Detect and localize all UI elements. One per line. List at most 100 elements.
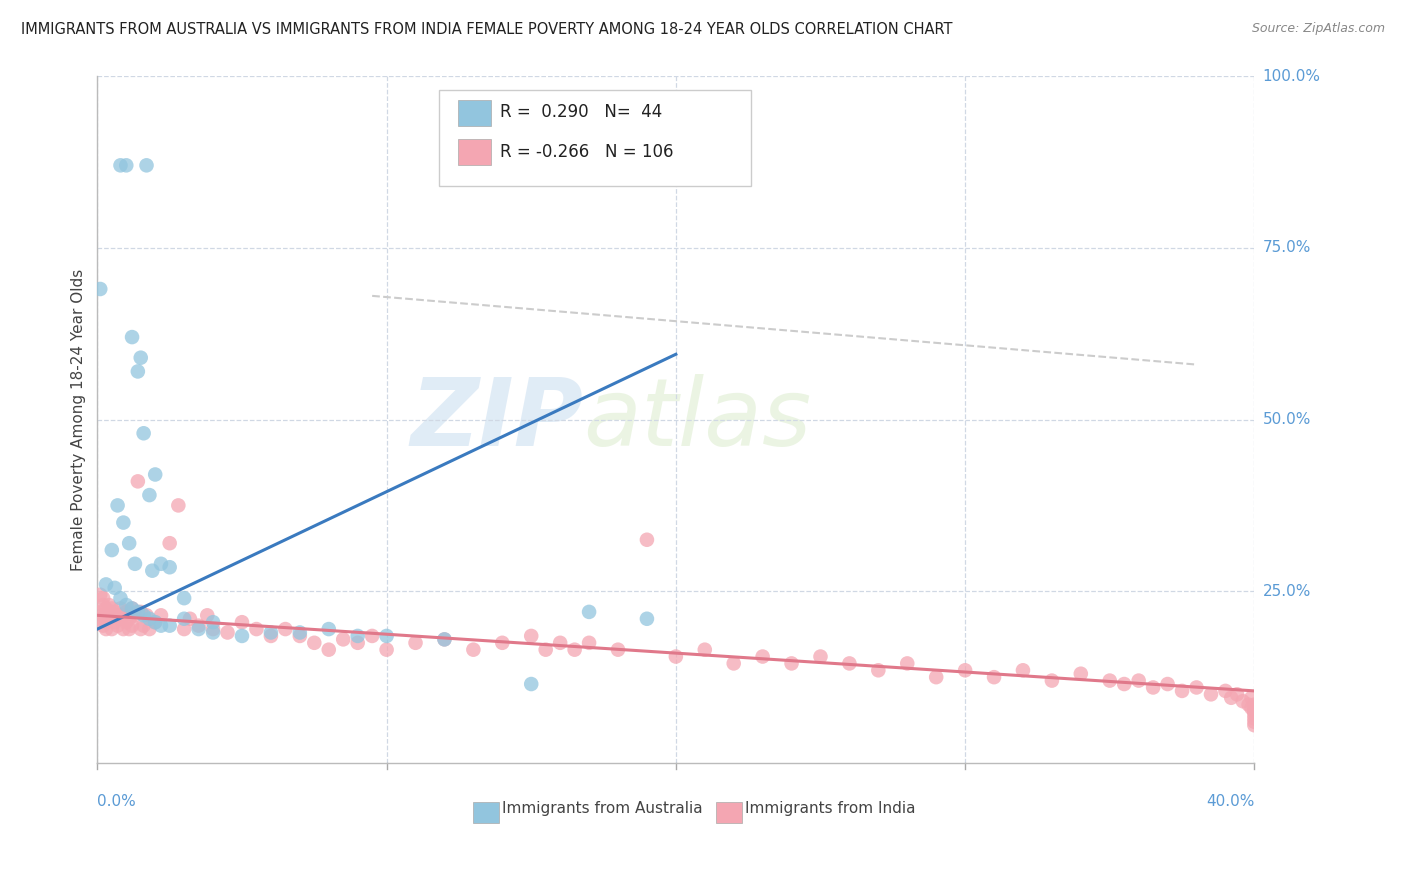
Text: 25.0%: 25.0%: [1263, 583, 1310, 599]
Point: [127, 605, 149, 619]
Point: [132, 608, 155, 623]
Point: [520, 629, 543, 643]
Text: Immigrants from India: Immigrants from India: [745, 801, 915, 816]
Point: [636, 612, 658, 626]
Point: [693, 642, 716, 657]
Point: [121, 330, 143, 344]
Text: IMMIGRANTS FROM AUSTRALIA VS IMMIGRANTS FROM INDIA FEMALE POVERTY AMONG 18-24 YE: IMMIGRANTS FROM AUSTRALIA VS IMMIGRANTS …: [21, 22, 953, 37]
FancyBboxPatch shape: [474, 802, 499, 823]
Point: [1098, 673, 1121, 688]
Point: [260, 629, 283, 643]
Point: [195, 608, 218, 623]
Point: [202, 622, 225, 636]
Point: [405, 636, 427, 650]
Point: [141, 564, 163, 578]
Point: [723, 657, 745, 671]
Point: [110, 612, 132, 626]
Point: [318, 642, 340, 657]
Point: [118, 536, 141, 550]
Point: [318, 622, 340, 636]
Point: [578, 636, 600, 650]
Point: [665, 649, 688, 664]
Point: [838, 657, 860, 671]
Point: [346, 636, 368, 650]
Point: [127, 364, 149, 378]
Point: [115, 598, 138, 612]
Point: [231, 629, 253, 643]
Point: [187, 622, 209, 636]
Point: [1226, 687, 1249, 701]
Point: [138, 622, 160, 636]
Point: [124, 608, 146, 623]
Point: [896, 657, 918, 671]
Point: [101, 608, 124, 623]
Point: [173, 622, 195, 636]
Point: [138, 612, 160, 626]
Point: [868, 663, 890, 677]
Point: [94, 615, 117, 630]
Point: [121, 618, 143, 632]
Text: 50.0%: 50.0%: [1263, 412, 1310, 427]
Point: [94, 601, 117, 615]
Point: [1243, 708, 1265, 723]
Point: [983, 670, 1005, 684]
Point: [433, 632, 456, 647]
Point: [107, 608, 129, 623]
Point: [1243, 698, 1265, 712]
Point: [491, 636, 513, 650]
Point: [231, 615, 253, 630]
Point: [361, 629, 384, 643]
Point: [288, 625, 311, 640]
Point: [104, 615, 127, 630]
Point: [1199, 687, 1222, 701]
Point: [1070, 666, 1092, 681]
Point: [578, 605, 600, 619]
Point: [346, 629, 368, 643]
Point: [179, 612, 201, 626]
Point: [97, 598, 120, 612]
Point: [433, 632, 456, 647]
Point: [97, 612, 120, 626]
Point: [104, 581, 127, 595]
Point: [1240, 690, 1263, 705]
Text: ZIP: ZIP: [411, 374, 583, 466]
Point: [159, 618, 181, 632]
Point: [149, 618, 172, 632]
Point: [121, 601, 143, 615]
FancyBboxPatch shape: [439, 90, 751, 186]
Point: [187, 618, 209, 632]
Point: [89, 588, 111, 602]
Point: [89, 612, 111, 626]
Point: [260, 625, 283, 640]
FancyBboxPatch shape: [458, 139, 491, 165]
Point: [1243, 711, 1265, 725]
Point: [115, 605, 138, 619]
Point: [780, 657, 803, 671]
Point: [1243, 701, 1265, 715]
Point: [564, 642, 586, 657]
Point: [1243, 705, 1265, 719]
Text: 0.0%: 0.0%: [97, 794, 136, 808]
Point: [463, 642, 485, 657]
Point: [304, 636, 326, 650]
Y-axis label: Female Poverty Among 18-24 Year Olds: Female Poverty Among 18-24 Year Olds: [72, 268, 86, 571]
Point: [135, 158, 157, 172]
Point: [118, 612, 141, 626]
Point: [115, 615, 138, 630]
Point: [548, 636, 571, 650]
FancyBboxPatch shape: [716, 802, 742, 823]
Point: [1243, 718, 1265, 732]
Text: R =  0.290   N=  44: R = 0.290 N= 44: [501, 103, 662, 121]
Point: [1243, 714, 1265, 729]
Point: [89, 605, 111, 619]
Point: [143, 615, 166, 630]
Point: [1232, 694, 1254, 708]
Point: [1185, 681, 1208, 695]
Point: [107, 499, 129, 513]
Point: [636, 533, 658, 547]
Point: [332, 632, 354, 647]
Point: [375, 629, 398, 643]
Point: [129, 605, 152, 619]
Point: [1128, 673, 1150, 688]
Point: [1040, 673, 1063, 688]
